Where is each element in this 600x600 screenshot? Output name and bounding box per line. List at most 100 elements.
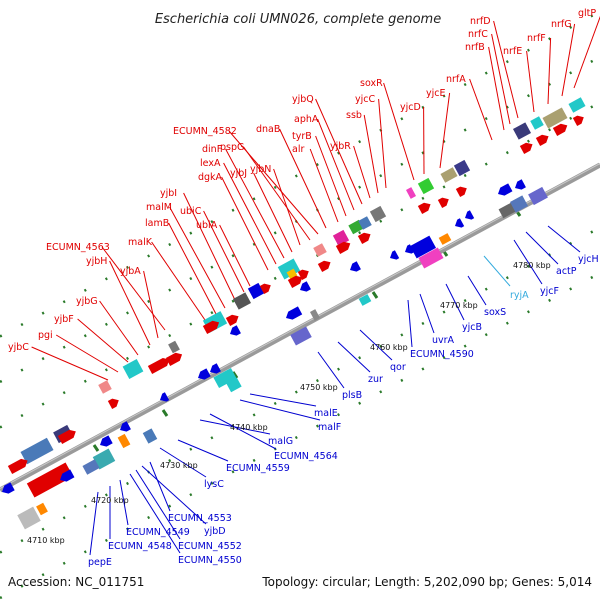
gene-box <box>418 247 444 269</box>
gene-box <box>453 159 471 177</box>
reverse-gene-label: ECUMN_4552 <box>178 541 242 552</box>
reverse-gene-arrow <box>60 469 75 482</box>
callout-line <box>203 210 245 293</box>
forward-gene-arrow <box>147 357 170 374</box>
scale-label: 4750 kbp <box>300 383 338 392</box>
callout-line <box>526 50 535 113</box>
gene-box <box>405 187 417 199</box>
forward-gene-label: lexA <box>200 158 221 169</box>
forward-gene-arrow <box>535 134 549 146</box>
callout-line <box>77 318 129 363</box>
reverse-gene-label: pepE <box>88 557 112 568</box>
callout-line <box>378 98 387 189</box>
gene-box <box>232 292 252 310</box>
callout-line <box>253 172 293 253</box>
reverse-gene-arrow <box>198 368 211 380</box>
forward-gene-arrow <box>287 275 303 288</box>
callout-line <box>493 20 519 119</box>
genome-stats-text: Topology: circular; Length: 5,202,090 bp… <box>261 575 592 589</box>
callout-line <box>135 469 181 540</box>
callout-line <box>513 239 543 285</box>
callout-line <box>129 473 181 554</box>
forward-gene-label: yjcC <box>355 94 375 105</box>
callout-line <box>169 206 226 309</box>
forward-gene-arrow <box>417 202 431 214</box>
callout-line <box>55 334 119 373</box>
forward-gene-label: nrfB <box>465 42 485 53</box>
forward-gene-label: yjcD <box>400 102 421 113</box>
reverse-gene-arrow <box>515 179 526 190</box>
callout-line <box>168 222 217 315</box>
reverse-gene-label: lysC <box>204 479 224 490</box>
callout-line <box>547 37 552 105</box>
gene-box <box>82 459 100 475</box>
callout-line <box>159 447 207 478</box>
reverse-gene-label: uvrA <box>432 335 455 346</box>
callout-line <box>419 293 435 334</box>
reverse-gene-label: ECUMN_4590 <box>410 349 474 360</box>
reverse-gene-label: malF <box>318 422 341 433</box>
reverse-gene-label: ECUMN_4564 <box>274 451 338 462</box>
forward-gene-label: yjbH <box>86 256 107 267</box>
forward-gene-label: tyrB <box>292 131 312 142</box>
forward-gene-label: soxR <box>360 78 383 89</box>
gene-box <box>309 309 321 321</box>
reverse-gene-arrow <box>405 244 415 254</box>
forward-gene-label: nrfD <box>470 16 491 27</box>
reverse-gene-arrow <box>210 363 221 374</box>
forward-gene-label: aphA <box>294 114 319 125</box>
forward-gene-label: nrfE <box>503 46 522 57</box>
reverse-callout-lines <box>89 225 581 556</box>
callout-line <box>221 176 269 271</box>
gene-box <box>17 506 41 530</box>
reverse-gene-label: yjcH <box>578 254 599 265</box>
scale-tick <box>231 371 239 379</box>
reverse-gene-label: qor <box>390 362 406 373</box>
forward-gene-label: pspG <box>220 142 244 153</box>
forward-gene-label: dnaB <box>256 124 280 135</box>
callout-line <box>525 231 559 265</box>
scale-tick <box>371 291 379 299</box>
forward-gene-label: ubiA <box>196 220 218 231</box>
callout-line <box>469 78 493 141</box>
reverse-gene-arrow <box>350 261 361 272</box>
gene-box <box>369 205 387 223</box>
forward-gene-arrow <box>297 269 309 280</box>
scale-tick <box>92 444 100 452</box>
gene-box <box>98 380 112 394</box>
scale-labels: 4710 kbp 4720 kbp 4730 kbp 4740 kbp 4750 kbp… <box>27 261 551 545</box>
callout-line <box>279 128 327 229</box>
reverse-gene-arrow <box>300 281 311 292</box>
gene-box <box>332 229 350 247</box>
callout-line <box>445 283 465 321</box>
forward-gene-arrow <box>317 260 331 272</box>
callout-line <box>315 135 347 217</box>
forward-gene-label: dgkA <box>198 172 223 183</box>
forward-gene-label: yjbF <box>54 314 74 325</box>
guide-dots-line <box>0 271 600 600</box>
forward-gene-label: dinF <box>202 144 222 155</box>
gene-box <box>438 233 452 245</box>
callout-line <box>225 148 285 259</box>
reverse-gene-labels: pepE ECUMN_4548 ECUMN_4549 ECUMN_4550 ECUMN_… <box>88 254 599 568</box>
reverse-gene-label: yjcF <box>540 286 559 297</box>
gene-box <box>20 437 54 465</box>
forward-gene-label: alr <box>292 144 304 155</box>
forward-gene-label: ECUMN_4582 <box>173 126 237 137</box>
forward-gene-label: nrfC <box>468 29 488 40</box>
gene-box <box>313 243 327 257</box>
forward-gene-label: pgi <box>38 330 53 341</box>
forward-gene-arrow <box>107 398 119 409</box>
forward-gene-label: yjbG <box>76 296 98 307</box>
gene-box <box>409 235 437 259</box>
gene-box <box>512 122 532 140</box>
forward-gene-label: nrfF <box>527 33 546 44</box>
reverse-gene-arrow <box>498 183 513 196</box>
forward-gene-label: nrfG <box>551 19 572 30</box>
gene-box <box>440 167 458 183</box>
gene-box <box>213 367 237 389</box>
reverse-gene-label: soxS <box>484 307 506 318</box>
callout-line <box>439 92 451 169</box>
gene-box <box>117 433 131 449</box>
